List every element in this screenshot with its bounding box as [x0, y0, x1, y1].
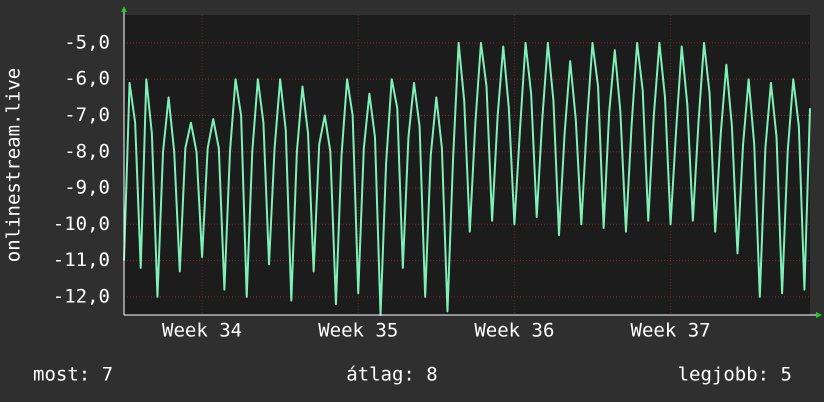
- footer-current: most: 7: [33, 364, 113, 386]
- y-tick-label: -5,0: [64, 31, 110, 53]
- x-tick-label: Week 35: [318, 320, 398, 342]
- y-tick-label: -9,0: [64, 177, 110, 199]
- footer-best: legjobb: 5: [678, 364, 792, 386]
- x-tick-label: Week 37: [631, 320, 711, 342]
- y-tick-label: -11,0: [53, 249, 110, 271]
- line: [123, 41, 811, 316]
- y-arrow: [121, 6, 127, 12]
- y-tick-label: -8,0: [64, 140, 110, 162]
- y-tick-label: -10,0: [53, 213, 110, 235]
- x-tick-label: Week 34: [162, 320, 242, 342]
- x-tick-label: Week 36: [474, 320, 554, 342]
- y-tick-label: -12,0: [53, 285, 110, 307]
- y-tick-label: -7,0: [64, 104, 110, 126]
- y-tick-label: -6,0: [64, 68, 110, 90]
- x-arrow: [816, 312, 822, 318]
- y-axis-label: onlinestream.live: [3, 68, 25, 262]
- marks: [123, 41, 811, 316]
- footer-average: átlag: 8: [346, 364, 438, 386]
